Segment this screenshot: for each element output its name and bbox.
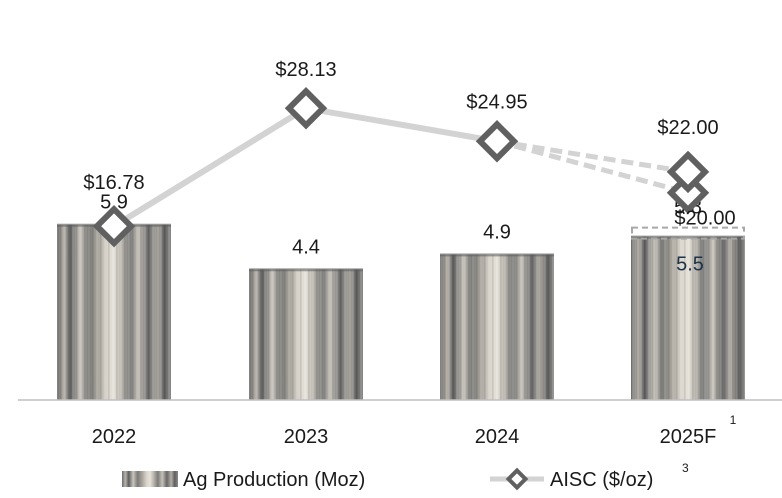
x-tick-label-2024: 2024	[475, 426, 520, 448]
bar-texture-2023	[249, 269, 363, 400]
bar-2025F: 5.85.5	[631, 197, 745, 400]
bar-texture-2025F	[631, 236, 745, 400]
x-axis-tick-labels: 2022 2023 2024 2025F 1	[92, 413, 737, 448]
bar-2023: 4.4	[249, 236, 363, 400]
legend-line-superscript: 3	[682, 461, 689, 475]
legend-bar-label: Ag Production (Moz)	[183, 469, 365, 491]
aisc-label-2022: $16.78	[83, 172, 144, 194]
aisc-marker-2024	[475, 120, 519, 163]
legend-line-label: AISC ($/oz)	[550, 469, 653, 491]
aisc-label-2025F: $22.00	[657, 117, 718, 139]
bar-top-edge-2024	[440, 253, 554, 257]
aisc-marker-2025F	[666, 150, 710, 194]
legend: Ag Production (Moz) AISC ($/oz) 3	[122, 461, 689, 491]
aisc-line-forecast-low	[496, 138, 689, 196]
legend-item-bars: Ag Production (Moz)	[122, 469, 365, 491]
bar-2024: 4.9	[440, 221, 554, 400]
legend-diamond-marker	[505, 467, 529, 491]
bar-texture-2022	[57, 224, 171, 400]
aisc-line-forecast-high	[496, 138, 689, 175]
bar-texture-2024	[440, 254, 554, 400]
x-tick-label-2023: 2023	[284, 426, 329, 448]
aisc-label-2023: $28.13	[275, 59, 336, 81]
aisc-label-2024: $24.95	[466, 91, 527, 113]
legend-item-line: AISC ($/oz) 3	[490, 461, 689, 491]
forecast-range-box	[631, 226, 745, 240]
bar-label-2023: 4.4	[292, 236, 320, 258]
line-series: $16.78 $28.13 $24.95 $22.00 $20.00	[83, 59, 736, 248]
bar-top-edge-2023	[249, 268, 363, 272]
bar-series: 5.9 4.4 4.9 5.85.5	[57, 192, 745, 400]
x-tick-label-2025F: 2025F	[660, 426, 717, 448]
aisc-label-forecast-low: $20.00	[674, 208, 735, 230]
bar-top-edge-2025F	[631, 235, 745, 239]
bar-label-2025F: 5.5	[676, 254, 704, 276]
bar-2022: 5.9	[57, 192, 171, 400]
x-tick-label-2022: 2022	[92, 426, 137, 448]
x-tick-superscript-2025F: 1	[730, 413, 737, 427]
aisc-marker-2022	[92, 204, 136, 248]
bar-label-2024: 4.9	[483, 221, 511, 243]
bar-label-2022: 5.9	[100, 192, 128, 214]
aisc-marker-2023	[284, 86, 328, 130]
legend-bar-swatch	[122, 471, 178, 487]
